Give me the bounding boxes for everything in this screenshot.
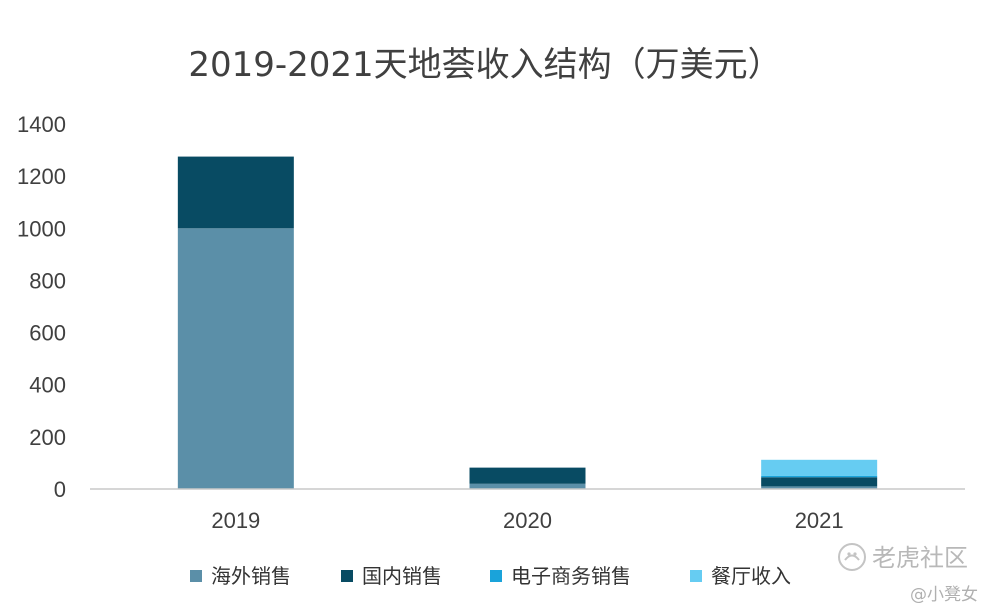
y-tick-label: 0 (54, 477, 66, 502)
y-tick-label: 600 (29, 321, 66, 346)
legend-swatch (690, 570, 702, 582)
watermark-user: @小凳女 (910, 585, 978, 605)
bar-segment (177, 156, 294, 229)
y-tick-label: 200 (29, 425, 66, 450)
y-tick-label: 1400 (17, 112, 66, 137)
bar-segment (469, 467, 586, 484)
bar-segment (761, 477, 878, 487)
x-tick-label: 2021 (795, 508, 844, 533)
bars (177, 156, 878, 490)
y-tick-label: 1000 (17, 216, 66, 241)
y-tick-label: 400 (29, 373, 66, 398)
legend-label: 国内销售 (362, 564, 442, 588)
x-tick-label: 2020 (503, 508, 552, 533)
y-tick-label: 1200 (17, 164, 66, 189)
x-tick-label: 2019 (211, 508, 260, 533)
y-tick-label: 800 (29, 268, 66, 293)
bar-segment (177, 228, 294, 490)
legend-swatch (490, 570, 502, 582)
bar-segment (761, 459, 878, 476)
chart-title: 2019-2021天地荟收入结构（万美元） (188, 45, 781, 85)
legend: 海外销售 国内销售 电子商务销售 餐厅收入 (190, 564, 791, 588)
y-axis: 0 200 400 600 800 1000 1200 1400 (17, 112, 66, 502)
bar-segment (469, 483, 586, 489)
bar-segment (761, 475, 878, 478)
x-axis: 2019 2020 2021 (211, 508, 843, 533)
bar-segment (761, 486, 878, 489)
legend-swatch (190, 570, 202, 582)
watermark-brand: 老虎社区 (872, 544, 968, 572)
legend-swatch (341, 570, 353, 582)
watermark: 老虎社区 @小凳女 (838, 543, 978, 605)
legend-label: 餐厅收入 (711, 564, 791, 588)
legend-label: 海外销售 (211, 564, 291, 588)
tiger-logo-icon (838, 543, 866, 571)
legend-label: 电子商务销售 (511, 564, 631, 588)
